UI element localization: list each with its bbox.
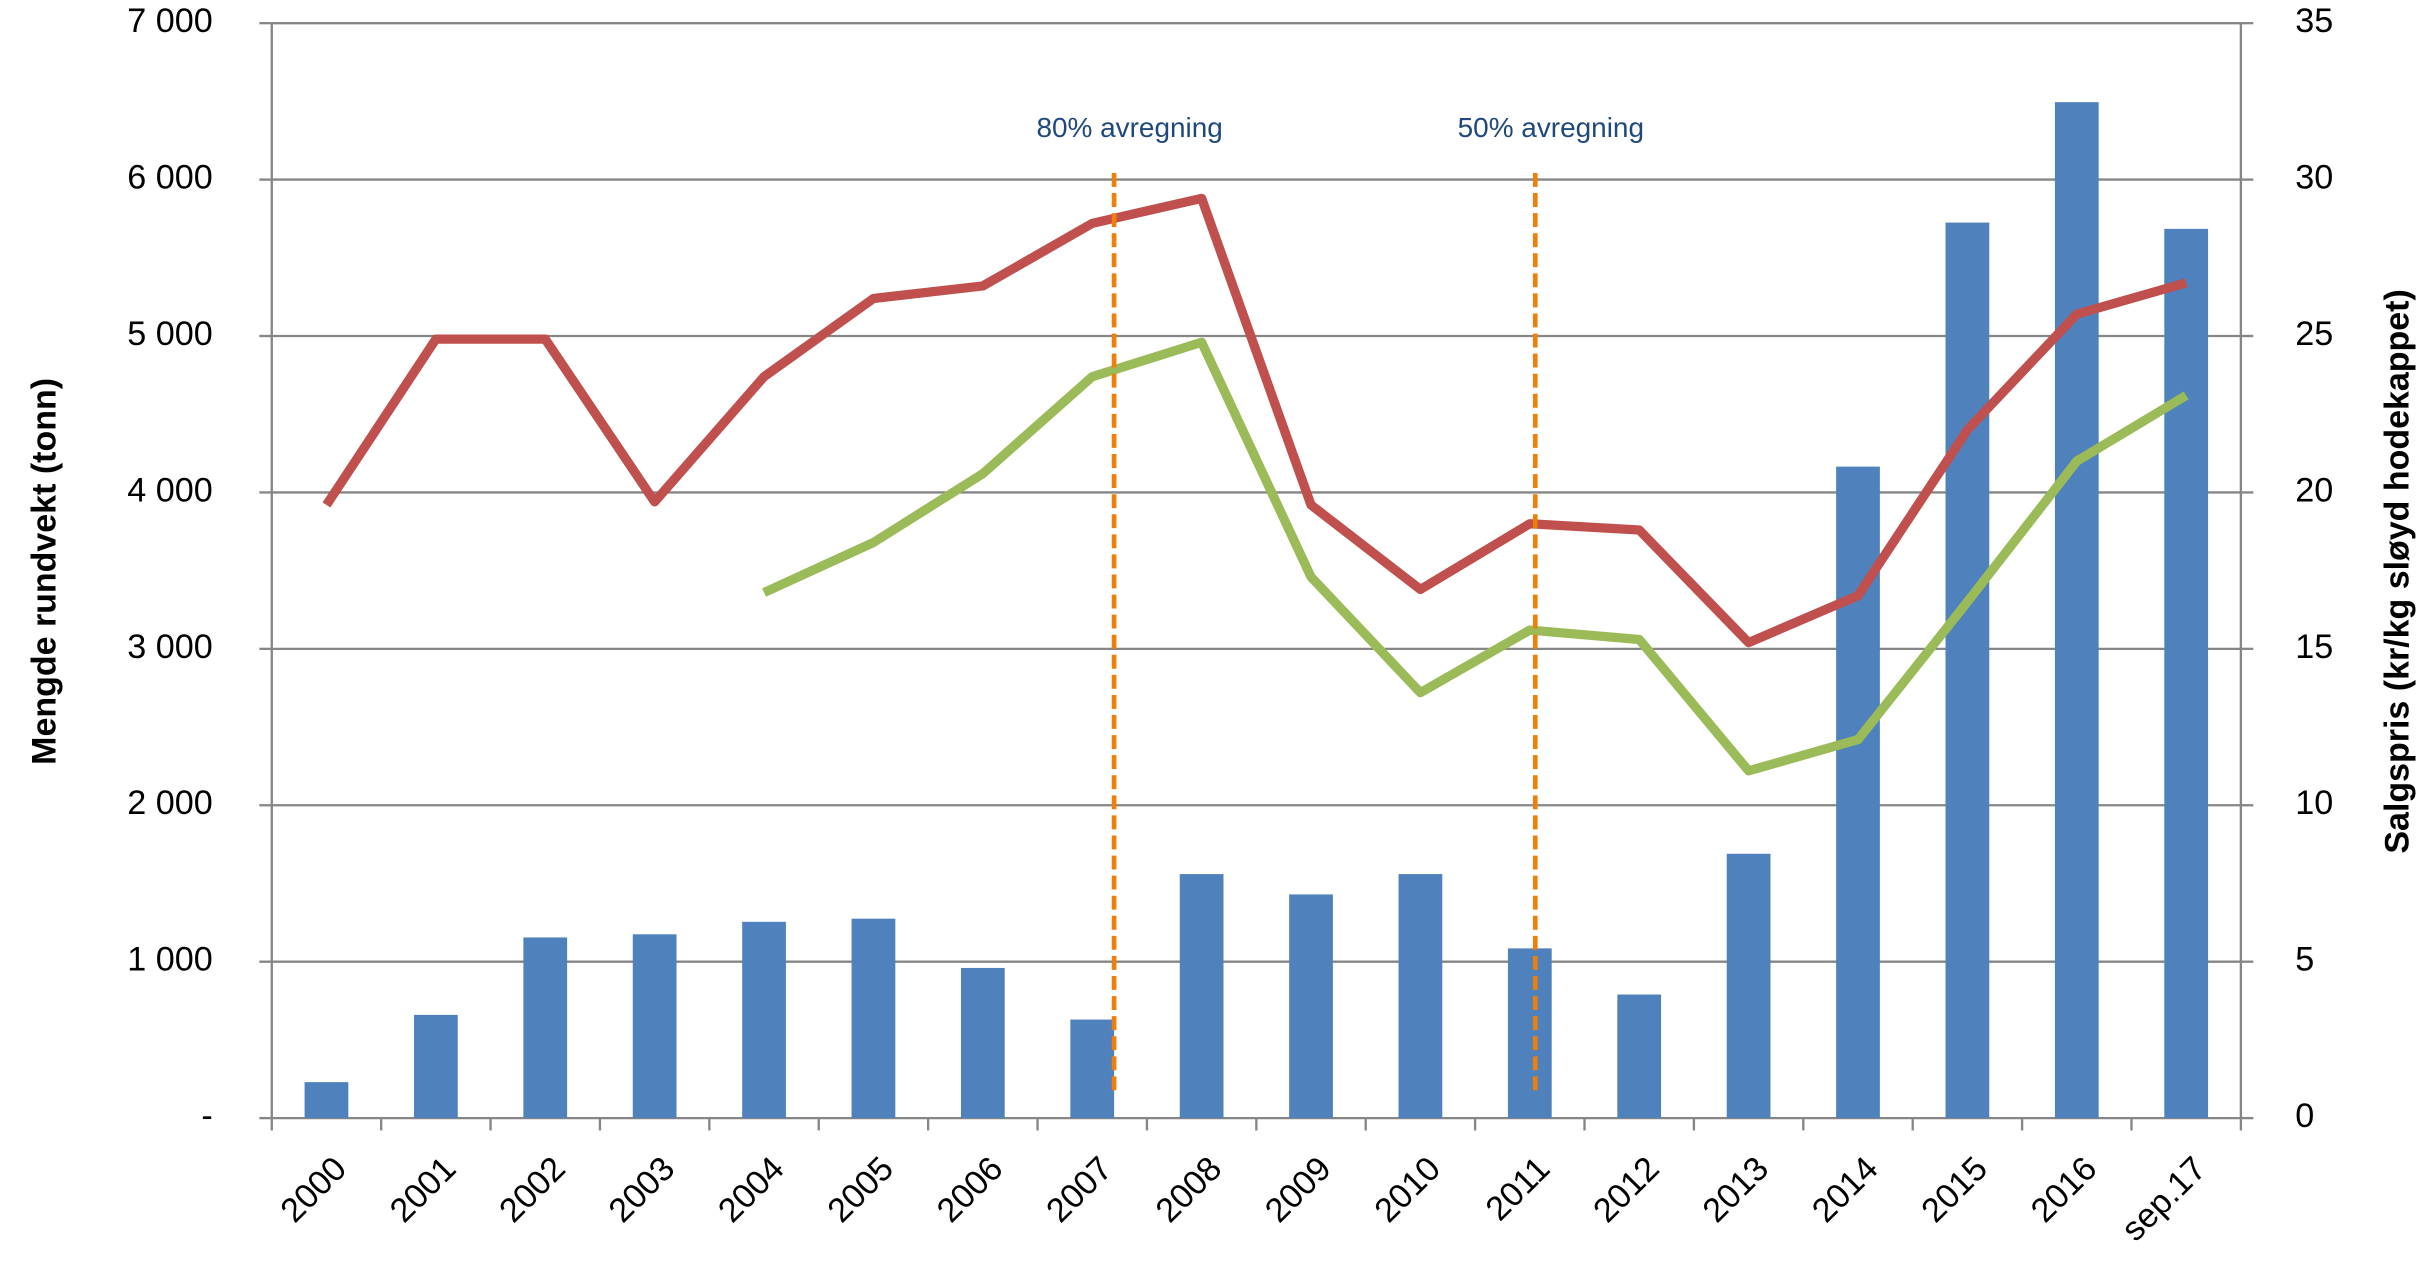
bar <box>1507 948 1552 1119</box>
bar <box>1179 874 1224 1119</box>
bar <box>1289 894 1333 1119</box>
y-tick-label: 4 000 <box>127 471 212 509</box>
x-tick-label: 2008 <box>1149 1150 1230 1230</box>
bar <box>1945 222 1990 1119</box>
y2-axis-label: Salgspris (kr/kg sløyd hodekappet) <box>2378 289 2416 853</box>
y-tick-label: 5 000 <box>127 315 212 353</box>
bar <box>1070 1019 1115 1119</box>
y-tick-label: 7 000 <box>127 2 212 40</box>
bar <box>2164 228 2209 1119</box>
x-tick-label: 2009 <box>1258 1150 1339 1230</box>
bar <box>1617 994 1662 1119</box>
x-tick-label: 2007 <box>1039 1150 1120 1230</box>
x-tick-label: sep.17 <box>2114 1150 2213 1249</box>
bar <box>523 937 568 1119</box>
y2-tick-label: 30 <box>2295 159 2333 197</box>
bar <box>413 1014 458 1119</box>
x-tick-label: 2010 <box>1367 1150 1448 1230</box>
bar <box>960 967 1005 1119</box>
y2-tick-label: 35 <box>2295 2 2333 40</box>
bar <box>851 918 896 1119</box>
y-tick-label: 6 000 <box>127 159 212 197</box>
line-series <box>322 193 2188 648</box>
x-tick-label: 2011 <box>1479 1150 1558 1228</box>
y2-tick-label: 25 <box>2295 315 2333 353</box>
x-tick-label: 2005 <box>820 1150 901 1230</box>
y2-tick-label: 5 <box>2295 941 2314 979</box>
y2-tick-label: 0 <box>2295 1097 2314 1135</box>
y-axis-label: Mengde rundvekt (tonn) <box>26 378 64 765</box>
x-tick-label: 2004 <box>711 1150 792 1230</box>
annotation: 80% avregning <box>1036 112 1222 143</box>
y-tick-label: - <box>201 1097 212 1135</box>
bar <box>304 1082 349 1119</box>
y2-tick-label: 10 <box>2295 784 2333 822</box>
bar <box>742 921 786 1119</box>
x-tick-label: 2000 <box>273 1150 354 1230</box>
x-tick-label: 2016 <box>2024 1150 2105 1230</box>
x-tick-label: 2015 <box>1914 1150 1995 1230</box>
x-tick-label: 2002 <box>492 1150 573 1230</box>
x-tick-label: 2001 <box>383 1150 464 1230</box>
x-tick-label: 2014 <box>1805 1150 1886 1230</box>
bar <box>1726 853 1771 1119</box>
bar <box>2054 102 2099 1119</box>
y-tick-label: 1 000 <box>127 941 212 979</box>
x-tick-label: 2013 <box>1696 1150 1777 1230</box>
bar <box>632 934 677 1119</box>
annotation: 50% avregning <box>1458 112 1644 143</box>
x-tick-label: 2003 <box>602 1150 683 1230</box>
x-tick-label: 2012 <box>1586 1150 1667 1230</box>
x-tick-label: 2006 <box>930 1150 1011 1230</box>
y2-tick-label: 15 <box>2295 628 2333 666</box>
y-tick-label: 2 000 <box>127 784 212 822</box>
y-tick-label: 3 000 <box>127 628 212 666</box>
bar <box>1398 874 1443 1119</box>
line-series <box>762 337 2189 776</box>
y2-tick-label: 20 <box>2295 471 2333 509</box>
